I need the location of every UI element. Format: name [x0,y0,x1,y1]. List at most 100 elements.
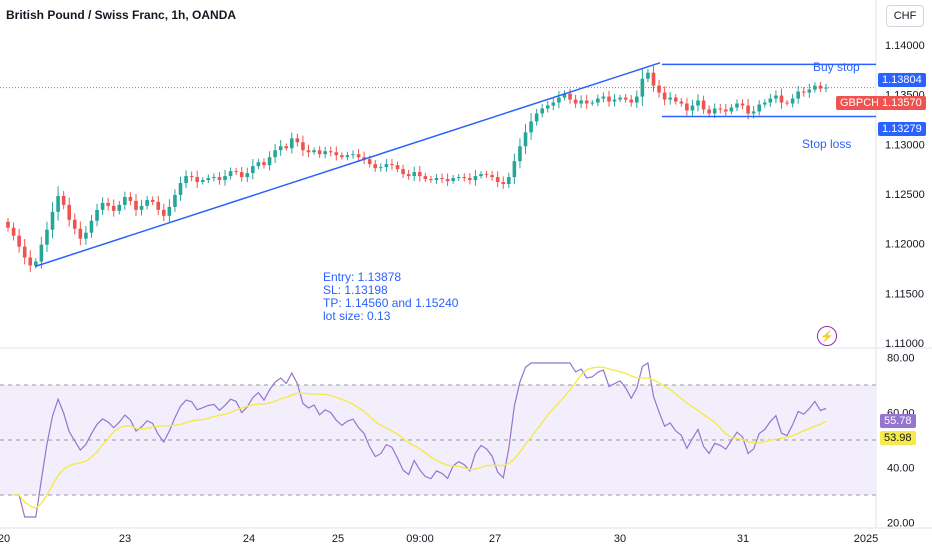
candle [673,97,678,102]
time-tick-label-3: 25 [332,533,344,545]
candle [818,85,823,89]
candle [596,98,600,103]
candle [206,178,211,181]
candle [440,178,444,180]
time-tick-label-5: 27 [489,533,501,545]
buy-stop-label: Buy stop [813,60,860,74]
candle [390,164,394,166]
time-tick-label-1: 23 [119,533,131,545]
candle [412,172,417,177]
candle [646,72,650,79]
candle [417,172,422,177]
candle [72,219,77,229]
candle [28,257,33,266]
candle [685,103,689,111]
candle [473,176,478,181]
candle [668,97,672,100]
candle [607,96,611,102]
candle [690,105,695,111]
candle [545,105,550,109]
candle [490,175,494,178]
candle [217,177,222,181]
candle [434,178,439,181]
candle [123,196,127,205]
candle [384,164,389,168]
candle [495,177,500,183]
buy-stop-price-tag: 1.13804 [878,73,926,87]
candle [751,111,756,114]
candle [657,85,661,93]
candle [401,169,405,175]
candle [757,104,762,112]
lot-size-text: lot size: 0.13 [323,309,391,323]
candle [785,102,789,104]
rsi-ma-line [13,366,827,510]
candle [278,146,283,151]
candle [395,165,400,170]
trade-info-box: Entry: 1.13878 SL: 1.13198 TP: 1.14560 a… [323,271,458,323]
candle [345,155,350,158]
time-tick-label-4: 09:00 [406,533,434,545]
candle [746,105,750,114]
price-tick-label-2: 1.13000 [885,139,925,151]
candle [735,103,739,108]
rsi-tick-label-0: 80.00 [887,353,915,365]
candle [501,182,506,185]
candle [312,150,316,153]
price-tick-label-5: 1.11500 [885,288,924,300]
candle [462,177,467,179]
candle [529,121,533,133]
rsi-line [13,362,827,518]
candle [362,157,366,160]
candle [256,162,261,167]
candle [623,97,628,100]
candle [306,150,311,153]
candle [189,176,194,178]
candle [100,202,105,210]
candle [484,174,489,176]
candle [701,100,706,110]
candle [223,176,227,181]
candle [796,91,800,99]
candle [50,211,55,230]
candle [618,97,622,100]
candle [328,151,333,153]
candle [540,108,545,114]
candle [134,200,138,210]
candle [579,100,583,104]
candle [562,93,567,98]
candle [768,98,773,103]
candle [551,102,556,106]
candle [429,179,433,181]
candle [156,201,161,210]
rsi-tick-label-3: 20.00 [887,518,915,530]
candle [78,228,83,239]
candle [423,176,428,180]
sl-text: SL: 1.13198 [323,283,388,297]
candle [568,93,572,100]
currency-button[interactable]: CHF [886,5,924,27]
candle [178,183,183,195]
candle [289,138,294,149]
candle [813,85,817,90]
time-tick-label-0: 20 [0,533,10,545]
candle [245,173,250,178]
candle [239,172,244,178]
candle [779,95,784,103]
candle [195,177,199,183]
candle [534,113,539,122]
candle [17,235,21,247]
candle [507,177,511,185]
time-tick-label-2: 24 [243,533,255,545]
candle [707,109,711,114]
candle [629,99,634,103]
candle [774,95,778,99]
candle [128,196,133,201]
lightning-icon[interactable]: ⚡ [817,326,837,346]
candle [651,72,656,86]
candle [317,150,322,155]
candle [679,101,684,104]
candle [89,220,94,233]
price-tick-label-4: 1.12000 [885,239,925,251]
